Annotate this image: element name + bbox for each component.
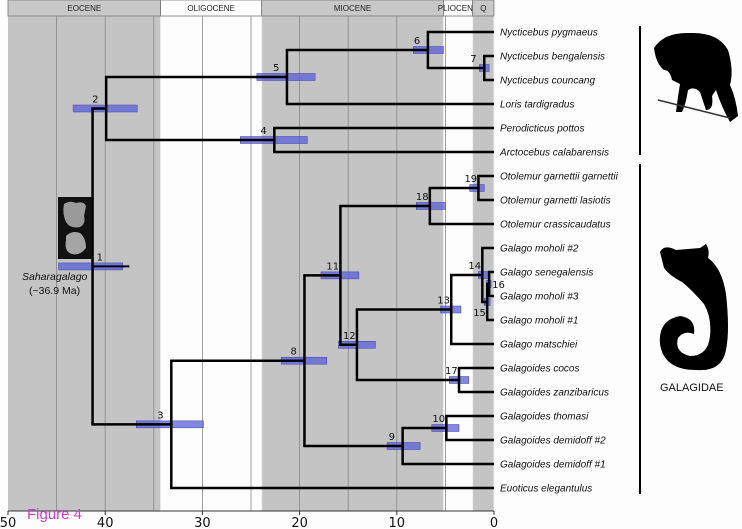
epoch-label: PLIOCENE <box>438 4 478 13</box>
epoch-header: EOCENE OLIGOCENE MIOCENE PLIOCENE Q <box>7 0 495 17</box>
node-label-17: 17 <box>445 366 458 377</box>
epoch-label: MIOCENE <box>334 4 371 13</box>
epoch-band-oligocene <box>160 16 262 511</box>
saharagalago-fossil-image <box>58 197 92 259</box>
loris-silhouette <box>654 32 738 122</box>
tip-label: Nycticebus bengalensis <box>500 52 605 63</box>
tip-label: Galago senegalensis <box>500 268 593 279</box>
fossil-name: Saharagalago <box>22 271 88 283</box>
tip-label: Loris tardigradus <box>500 100 574 111</box>
tip-label: Otolemur garnetti lasiotis <box>500 196 611 207</box>
tip-label: Galago matschiei <box>500 340 578 351</box>
tip-label: Galagoides demidoff #1 <box>500 460 606 471</box>
epoch-header-cell <box>472 0 495 17</box>
node-label-11: 11 <box>326 261 339 272</box>
node-label-10: 10 <box>432 414 445 425</box>
node-label-8: 8 <box>290 347 296 358</box>
x-tick-label: 0 <box>490 516 498 529</box>
epoch-bands <box>8 16 494 511</box>
node-label-5: 5 <box>273 63 279 74</box>
node-label-2: 2 <box>92 95 98 106</box>
clade-label-galagidae: GALAGIDAE <box>660 382 724 394</box>
node-label-19: 19 <box>464 174 477 185</box>
node-label-9: 9 <box>389 432 395 443</box>
tip-labels: Nycticebus pygmaeus Nycticebus bengalensi… <box>499 28 619 495</box>
epoch-label: OLIGOCENE <box>187 4 235 13</box>
x-tick-label: 30 <box>194 516 211 529</box>
time-grid <box>56 16 495 511</box>
tip-label: Perodicticus pottos <box>500 124 585 135</box>
tip-label: Otolemur crassicaudatus <box>500 220 611 231</box>
node-label-1: 1 <box>97 252 103 263</box>
tree-branches <box>91 30 494 490</box>
x-tick-label: 20 <box>291 516 308 529</box>
node-label-13: 13 <box>437 296 450 307</box>
node-label-18: 18 <box>416 192 429 203</box>
tip-label: Galago moholi #2 <box>500 244 579 255</box>
epoch-label: EOCENE <box>67 4 101 13</box>
tip-label: Otolemur garnettii garnettii <box>500 172 619 183</box>
tip-label: Euoticus elegantulus <box>500 484 592 495</box>
epoch-band-miocene <box>261 16 444 511</box>
node-label-3: 3 <box>157 410 163 421</box>
tip-label: Nycticebus pygmaeus <box>500 28 598 39</box>
node-label-12: 12 <box>343 331 356 342</box>
tip-label: Galago moholi #3 <box>500 292 579 303</box>
fossil-age: (~36.9 Ma) <box>29 285 80 297</box>
time-axis: 50 40 30 20 10 0 <box>0 510 498 529</box>
x-tick-label: 40 <box>97 516 114 529</box>
node-label-14: 14 <box>468 261 481 272</box>
x-tick-label: 10 <box>389 516 406 529</box>
epoch-label: Q <box>480 4 486 13</box>
tip-label: Galagoides thomasi <box>500 412 589 423</box>
node-label-4: 4 <box>260 126 266 137</box>
tip-label: Galagoides zanzibaricus <box>500 388 609 399</box>
tip-label: Galagoides cocos <box>500 364 580 375</box>
node-label-6: 6 <box>414 36 420 47</box>
figure-label: Figure 4 <box>27 506 82 523</box>
tip-label: Galagoides demidoff #2 <box>500 436 606 447</box>
node-label-15: 15 <box>473 308 486 319</box>
node-label-7: 7 <box>470 54 476 65</box>
tip-label: Galago moholi #1 <box>500 316 578 327</box>
x-tick-label: 50 <box>0 516 16 529</box>
node-label-16: 16 <box>492 280 505 291</box>
tip-label: Nycticebus councang <box>500 76 595 87</box>
galago-silhouette <box>659 244 728 371</box>
tip-label: Arctocebus calabarensis <box>499 148 609 159</box>
